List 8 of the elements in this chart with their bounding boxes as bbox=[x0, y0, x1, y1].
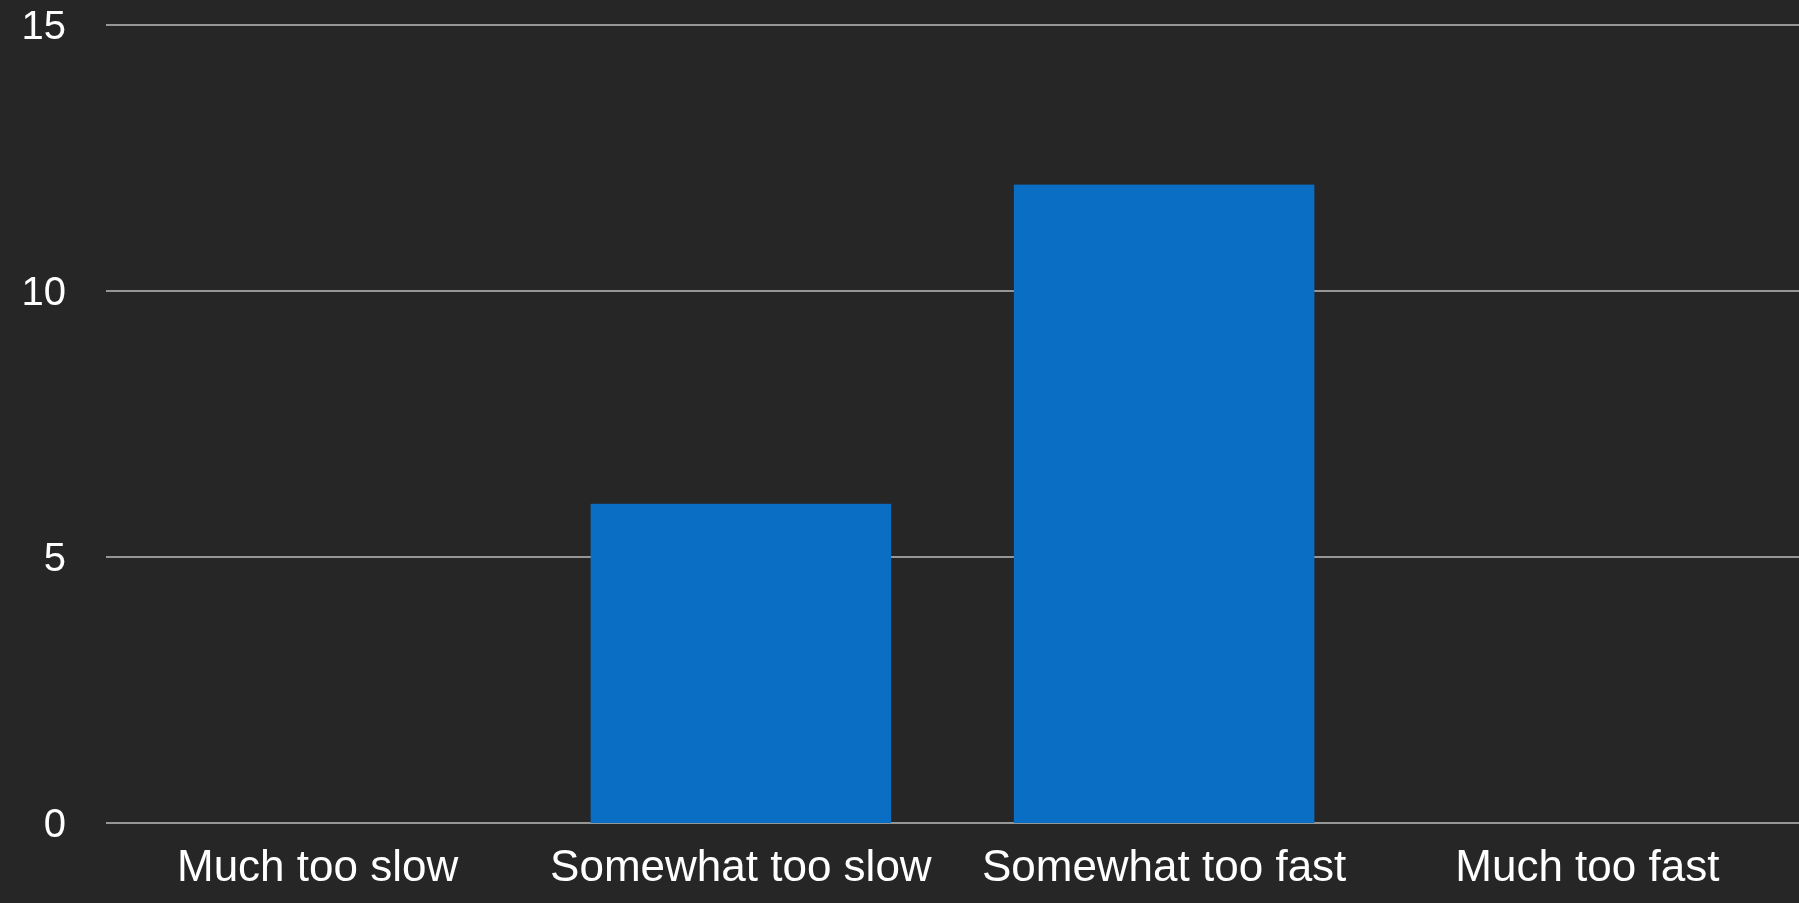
y-tick-label: 10 bbox=[21, 269, 66, 313]
y-tick-label: 0 bbox=[43, 801, 66, 845]
y-tick-label: 5 bbox=[43, 535, 66, 579]
y-tick-label: 15 bbox=[21, 3, 66, 47]
x-tick-label: Much too slow bbox=[177, 841, 459, 890]
x-tick-label: Somewhat too fast bbox=[981, 841, 1347, 890]
x-tick-label: Somewhat too slow bbox=[550, 841, 932, 890]
x-tick-label: Much too fast bbox=[1455, 841, 1720, 890]
